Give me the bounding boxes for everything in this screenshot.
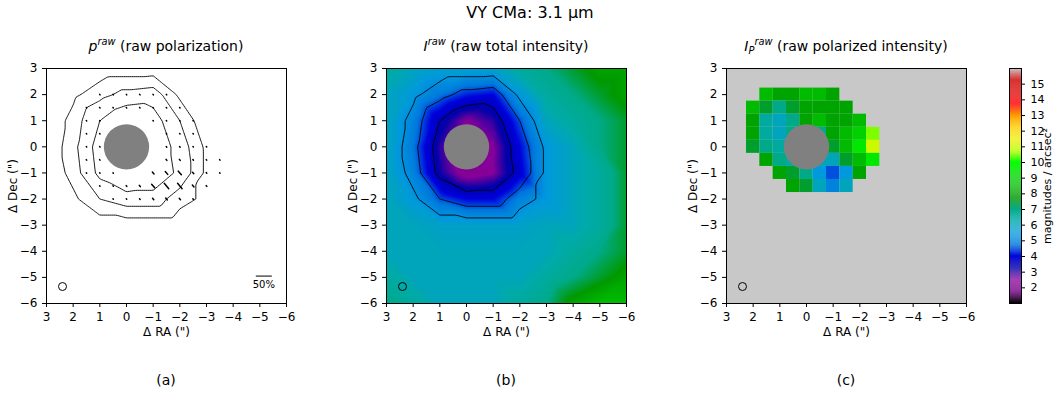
svg-text:−3: −3 (700, 218, 718, 232)
svg-text:0: 0 (30, 140, 38, 154)
svg-text:−4: −4 (700, 244, 718, 258)
svg-text:0: 0 (463, 310, 471, 324)
svg-text:3: 3 (30, 61, 38, 75)
svg-text:−1: −1 (144, 310, 162, 324)
svg-text:1: 1 (776, 310, 784, 324)
svg-text:1: 1 (30, 114, 38, 128)
svg-text:−4: −4 (224, 310, 242, 324)
svg-text:−2: −2 (851, 310, 869, 324)
svg-text:−2: −2 (20, 192, 38, 206)
svg-text:3: 3 (383, 310, 391, 324)
svg-text:−2: −2 (360, 192, 378, 206)
svg-text:2: 2 (1031, 281, 1038, 294)
svg-text:Δ RA ("): Δ RA (") (823, 325, 870, 339)
svg-text:−3: −3 (878, 310, 896, 324)
svg-text:7: 7 (1031, 203, 1038, 216)
svg-text:−4: −4 (564, 310, 582, 324)
html-text:VY CMa: 3.1 μm: VY CMa: 3.1 μm (466, 3, 594, 22)
svg-text:−6: −6 (360, 296, 378, 310)
svg-text:−6: −6 (700, 296, 718, 310)
svg-text:Δ RA ("): Δ RA (") (483, 325, 530, 339)
svg-text:3: 3 (43, 310, 51, 324)
svg-text:−2: −2 (511, 310, 529, 324)
svg-text:1: 1 (96, 310, 104, 324)
svg-text:14: 14 (1031, 93, 1045, 106)
svg-text:6: 6 (1031, 219, 1038, 232)
svg-text:−6: −6 (20, 296, 38, 310)
svg-text:2: 2 (710, 87, 718, 101)
svg-text:−5: −5 (251, 310, 269, 324)
svg-text:−6: −6 (278, 310, 296, 324)
svg-text:−5: −5 (931, 310, 949, 324)
svg-text:−6: −6 (618, 310, 636, 324)
svg-text:3: 3 (1031, 266, 1038, 279)
svg-text:2: 2 (749, 310, 757, 324)
svg-text:4: 4 (1031, 250, 1038, 263)
svg-text:−4: −4 (904, 310, 922, 324)
svg-text:−4: −4 (20, 244, 38, 258)
svg-text:3: 3 (710, 61, 718, 75)
html-text:(b): (b) (496, 372, 516, 388)
svg-text:3: 3 (370, 61, 378, 75)
svg-text:−1: −1 (20, 166, 38, 180)
svg-text:−3: −3 (360, 218, 378, 232)
svg-text:−5: −5 (591, 310, 609, 324)
svg-text:−5: −5 (700, 270, 718, 284)
svg-text:Δ Dec ("): Δ Dec (") (686, 159, 700, 213)
svg-text:8: 8 (1031, 187, 1038, 200)
svg-text:Δ RA ("): Δ RA (") (143, 325, 190, 339)
svg-text:magnitudes / arcsec²: magnitudes / arcsec² (1041, 128, 1054, 244)
html-text:Iraw(raw total intensity): Iraw(raw total intensity) (423, 36, 589, 54)
svg-text:2: 2 (409, 310, 417, 324)
svg-text:1: 1 (436, 310, 444, 324)
svg-text:13: 13 (1031, 109, 1045, 122)
html-text:(c): (c) (836, 372, 856, 388)
svg-text:11: 11 (1030, 140, 1045, 154)
svg-text:Δ Dec ("): Δ Dec (") (6, 159, 20, 213)
svg-text:10: 10 (1030, 156, 1045, 169)
svg-text:0: 0 (123, 310, 131, 324)
svg-text:0: 0 (803, 310, 811, 324)
svg-text:Δ Dec ("): Δ Dec (") (346, 159, 360, 213)
svg-text:2: 2 (30, 87, 38, 101)
svg-text:3: 3 (723, 310, 731, 324)
svg-text:15: 15 (1031, 78, 1045, 91)
svg-text:−1: −1 (360, 166, 378, 180)
html-text:raw(raw polarized intensity): raw(raw polarized intensity) (754, 36, 948, 54)
html-text:(a): (a) (156, 372, 176, 388)
html-text:IP: IP (744, 37, 755, 57)
svg-text:−5: −5 (20, 270, 38, 284)
svg-text:9: 9 (1031, 172, 1038, 185)
svg-text:1: 1 (370, 114, 378, 128)
svg-text:12: 12 (1030, 124, 1045, 138)
svg-text:−3: −3 (20, 218, 38, 232)
svg-text:−1: −1 (484, 310, 502, 324)
svg-text:1: 1 (710, 114, 718, 128)
svg-text:−5: −5 (360, 270, 378, 284)
svg-text:50%: 50% (253, 279, 275, 290)
svg-text:−4: −4 (360, 244, 378, 258)
svg-text:2: 2 (370, 87, 378, 101)
svg-text:−2: −2 (700, 192, 718, 206)
svg-text:−1: −1 (700, 166, 718, 180)
svg-text:−1: −1 (824, 310, 842, 324)
svg-text:2: 2 (69, 310, 77, 324)
svg-text:0: 0 (710, 140, 718, 154)
svg-text:5: 5 (1031, 234, 1038, 247)
svg-text:−3: −3 (538, 310, 556, 324)
svg-text:−2: −2 (171, 310, 189, 324)
svg-text:−6: −6 (958, 310, 976, 324)
html-text:praw(raw polarization): praw(raw polarization) (88, 36, 244, 54)
svg-text:−3: −3 (198, 310, 216, 324)
svg-text:0: 0 (370, 140, 378, 154)
